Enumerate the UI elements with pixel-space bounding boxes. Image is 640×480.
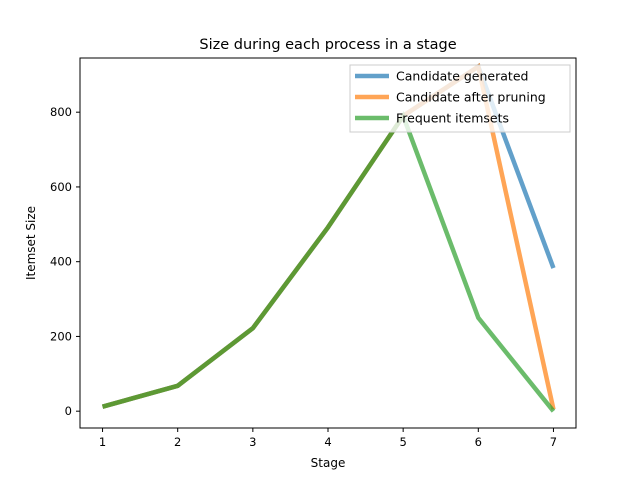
legend-label-3: Frequent itemsets: [396, 111, 509, 126]
x-tick-label: 3: [249, 435, 256, 449]
y-tick-label: 200: [50, 329, 72, 343]
legend: Candidate generated Candidate after pruni…: [350, 65, 570, 132]
chart-title: Size during each process in a stage: [199, 37, 456, 53]
x-axis-label: Stage: [311, 456, 346, 470]
x-tick-label: 1: [99, 435, 106, 449]
x-tick-label: 4: [324, 435, 331, 449]
x-tick-label: 7: [550, 435, 557, 449]
y-axis-label: Itemset Size: [24, 206, 38, 280]
y-tick-label: 800: [50, 105, 72, 119]
legend-label-2: Candidate after pruning: [396, 90, 546, 105]
x-tick-label: 6: [475, 435, 482, 449]
y-tick-label: 600: [50, 180, 72, 194]
y-tick-label: 400: [50, 255, 72, 269]
x-tick-label: 5: [399, 435, 406, 449]
legend-label-1: Candidate generated: [396, 69, 528, 84]
y-tick-label: 0: [65, 404, 72, 418]
x-tick-label: 2: [174, 435, 181, 449]
